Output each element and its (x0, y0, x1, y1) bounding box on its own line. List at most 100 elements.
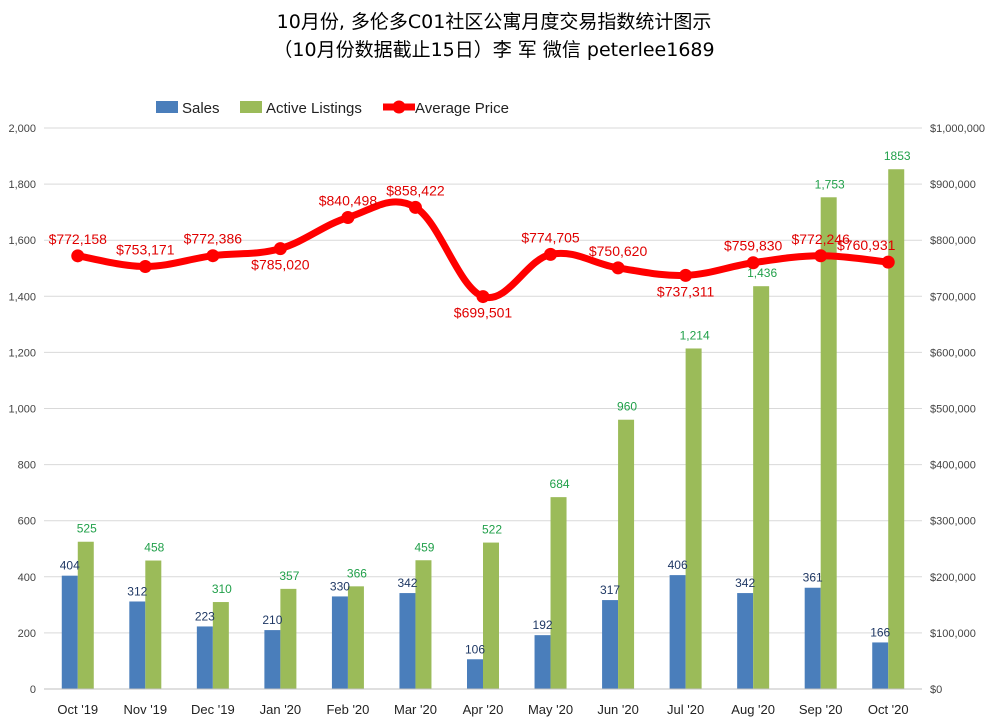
right-tick-label: $300,000 (930, 516, 976, 528)
average-price-point (814, 249, 828, 263)
x-tick-label: Sep '20 (799, 702, 843, 717)
sales-data-label: 361 (803, 571, 823, 585)
x-tick-label: Feb '20 (326, 702, 369, 717)
average-price-point (544, 247, 558, 261)
sales-data-label: 342 (735, 576, 755, 590)
listings-data-label: 1,214 (680, 328, 710, 342)
left-axis: 0 200 400 600 800 1,000 1,200 1,400 1,600 1,800 2,… (8, 123, 36, 696)
listings-data-label: 366 (347, 566, 367, 580)
price-data-label: $772,246 (791, 231, 850, 247)
chart-title-line1: 10月份, 多伦多C01社区公寓月度交易指数统计图示 (277, 11, 712, 33)
average-price-point (71, 249, 85, 263)
listings-data-label: 1853 (884, 149, 911, 163)
right-tick-label: $100,000 (930, 628, 976, 640)
listings-bar (77, 541, 94, 689)
right-tick-label: $1,000,000 (930, 123, 985, 135)
price-data-label: $760,931 (837, 237, 896, 253)
x-tick-label: Nov '19 (123, 702, 167, 717)
average-price-point (679, 268, 693, 282)
x-tick-label: Jun '20 (597, 702, 639, 717)
legend-listings-swatch (240, 101, 262, 113)
x-tick-label: May '20 (528, 702, 573, 717)
right-axis: $0 $100,000 $200,000 $300,000 $400,000 $500,0… (930, 123, 985, 696)
sales-data-label: 404 (60, 559, 80, 573)
sales-data-label: 166 (870, 625, 890, 639)
listings-bar (550, 497, 567, 689)
sales-bar (129, 601, 146, 689)
listings-data-label: 310 (212, 582, 232, 596)
right-tick-label: $400,000 (930, 460, 976, 472)
listings-bar (618, 419, 635, 689)
sales-data-label: 192 (533, 618, 553, 632)
listings-bar (347, 586, 364, 689)
legend-sales-label: Sales (182, 100, 220, 117)
price-data-label: $753,171 (116, 241, 175, 257)
listings-data-label: 960 (617, 400, 637, 414)
average-price-point (138, 259, 152, 273)
listings-data-label: 459 (414, 540, 434, 554)
listings-data-label: 525 (77, 522, 97, 536)
average-price-point (273, 242, 287, 256)
price-data-label: $858,422 (386, 182, 445, 198)
left-tick-label: 800 (18, 460, 36, 472)
left-tick-label: 1,600 (8, 235, 36, 247)
listings-data-label: 522 (482, 523, 502, 537)
left-tick-label: 2,000 (8, 123, 36, 135)
chart-title-line2: （10月份数据截止15日）李 军 微信 peterlee1689 (273, 39, 714, 61)
x-tick-label: Dec '19 (191, 702, 235, 717)
right-tick-label: $500,000 (930, 404, 976, 416)
average-price-point (341, 210, 355, 224)
average-price-point (746, 256, 760, 270)
sales-bar (331, 596, 348, 689)
legend-listings-label: Active Listings (266, 100, 362, 117)
x-tick-label: Jan '20 (260, 702, 302, 717)
price-data-label: $772,158 (49, 231, 108, 247)
price-data-label: $840,498 (319, 192, 378, 208)
legend-price-marker (392, 100, 406, 114)
price-data-label: $785,020 (251, 257, 310, 273)
sales-data-label: 223 (195, 609, 215, 623)
sales-data-label: 210 (262, 613, 282, 627)
listings-bar (820, 197, 837, 689)
price-line (71, 198, 895, 304)
price-data-label: $750,620 (589, 243, 648, 259)
sales-bar (399, 593, 416, 689)
left-tick-label: 1,400 (8, 291, 36, 303)
right-tick-label: $0 (930, 684, 942, 696)
bars (61, 169, 905, 689)
sales-data-label: 312 (127, 584, 147, 598)
average-price-point (408, 200, 422, 214)
sales-bar (669, 575, 686, 689)
sales-bar (534, 635, 551, 689)
x-axis: Oct '19 Nov '19 Dec '19 Jan '20 Feb '20 Mar '… (44, 688, 922, 717)
listings-bar (888, 169, 905, 689)
x-tick-label: Mar '20 (394, 702, 437, 717)
listings-bar (145, 560, 162, 689)
listings-bar (753, 286, 770, 689)
left-tick-label: 400 (18, 572, 36, 584)
sales-bar (61, 575, 78, 689)
listings-data-label: 684 (550, 477, 570, 491)
listings-data-label: 458 (144, 541, 164, 555)
right-tick-label: $200,000 (930, 572, 976, 584)
price-data-label: $759,830 (724, 238, 783, 254)
listings-bar (483, 542, 499, 689)
legend-price-label: Average Price (415, 100, 509, 117)
sales-data-label: 317 (600, 583, 620, 597)
price-data-label: $737,311 (657, 283, 715, 299)
x-tick-label: Oct '19 (57, 702, 98, 717)
listings-bar (212, 602, 229, 689)
right-tick-label: $800,000 (930, 235, 976, 247)
sales-bar (264, 630, 281, 689)
x-tick-label: Oct '20 (868, 702, 909, 717)
x-tick-label: Jul '20 (667, 702, 704, 717)
right-tick-label: $600,000 (930, 347, 976, 359)
x-tick-label: Apr '20 (463, 702, 504, 717)
sales-data-label: 342 (397, 576, 417, 590)
left-tick-label: 1,000 (8, 404, 36, 416)
right-tick-label: $700,000 (930, 291, 976, 303)
price-data-label: $774,705 (521, 229, 580, 245)
sales-data-label: 406 (668, 558, 688, 572)
